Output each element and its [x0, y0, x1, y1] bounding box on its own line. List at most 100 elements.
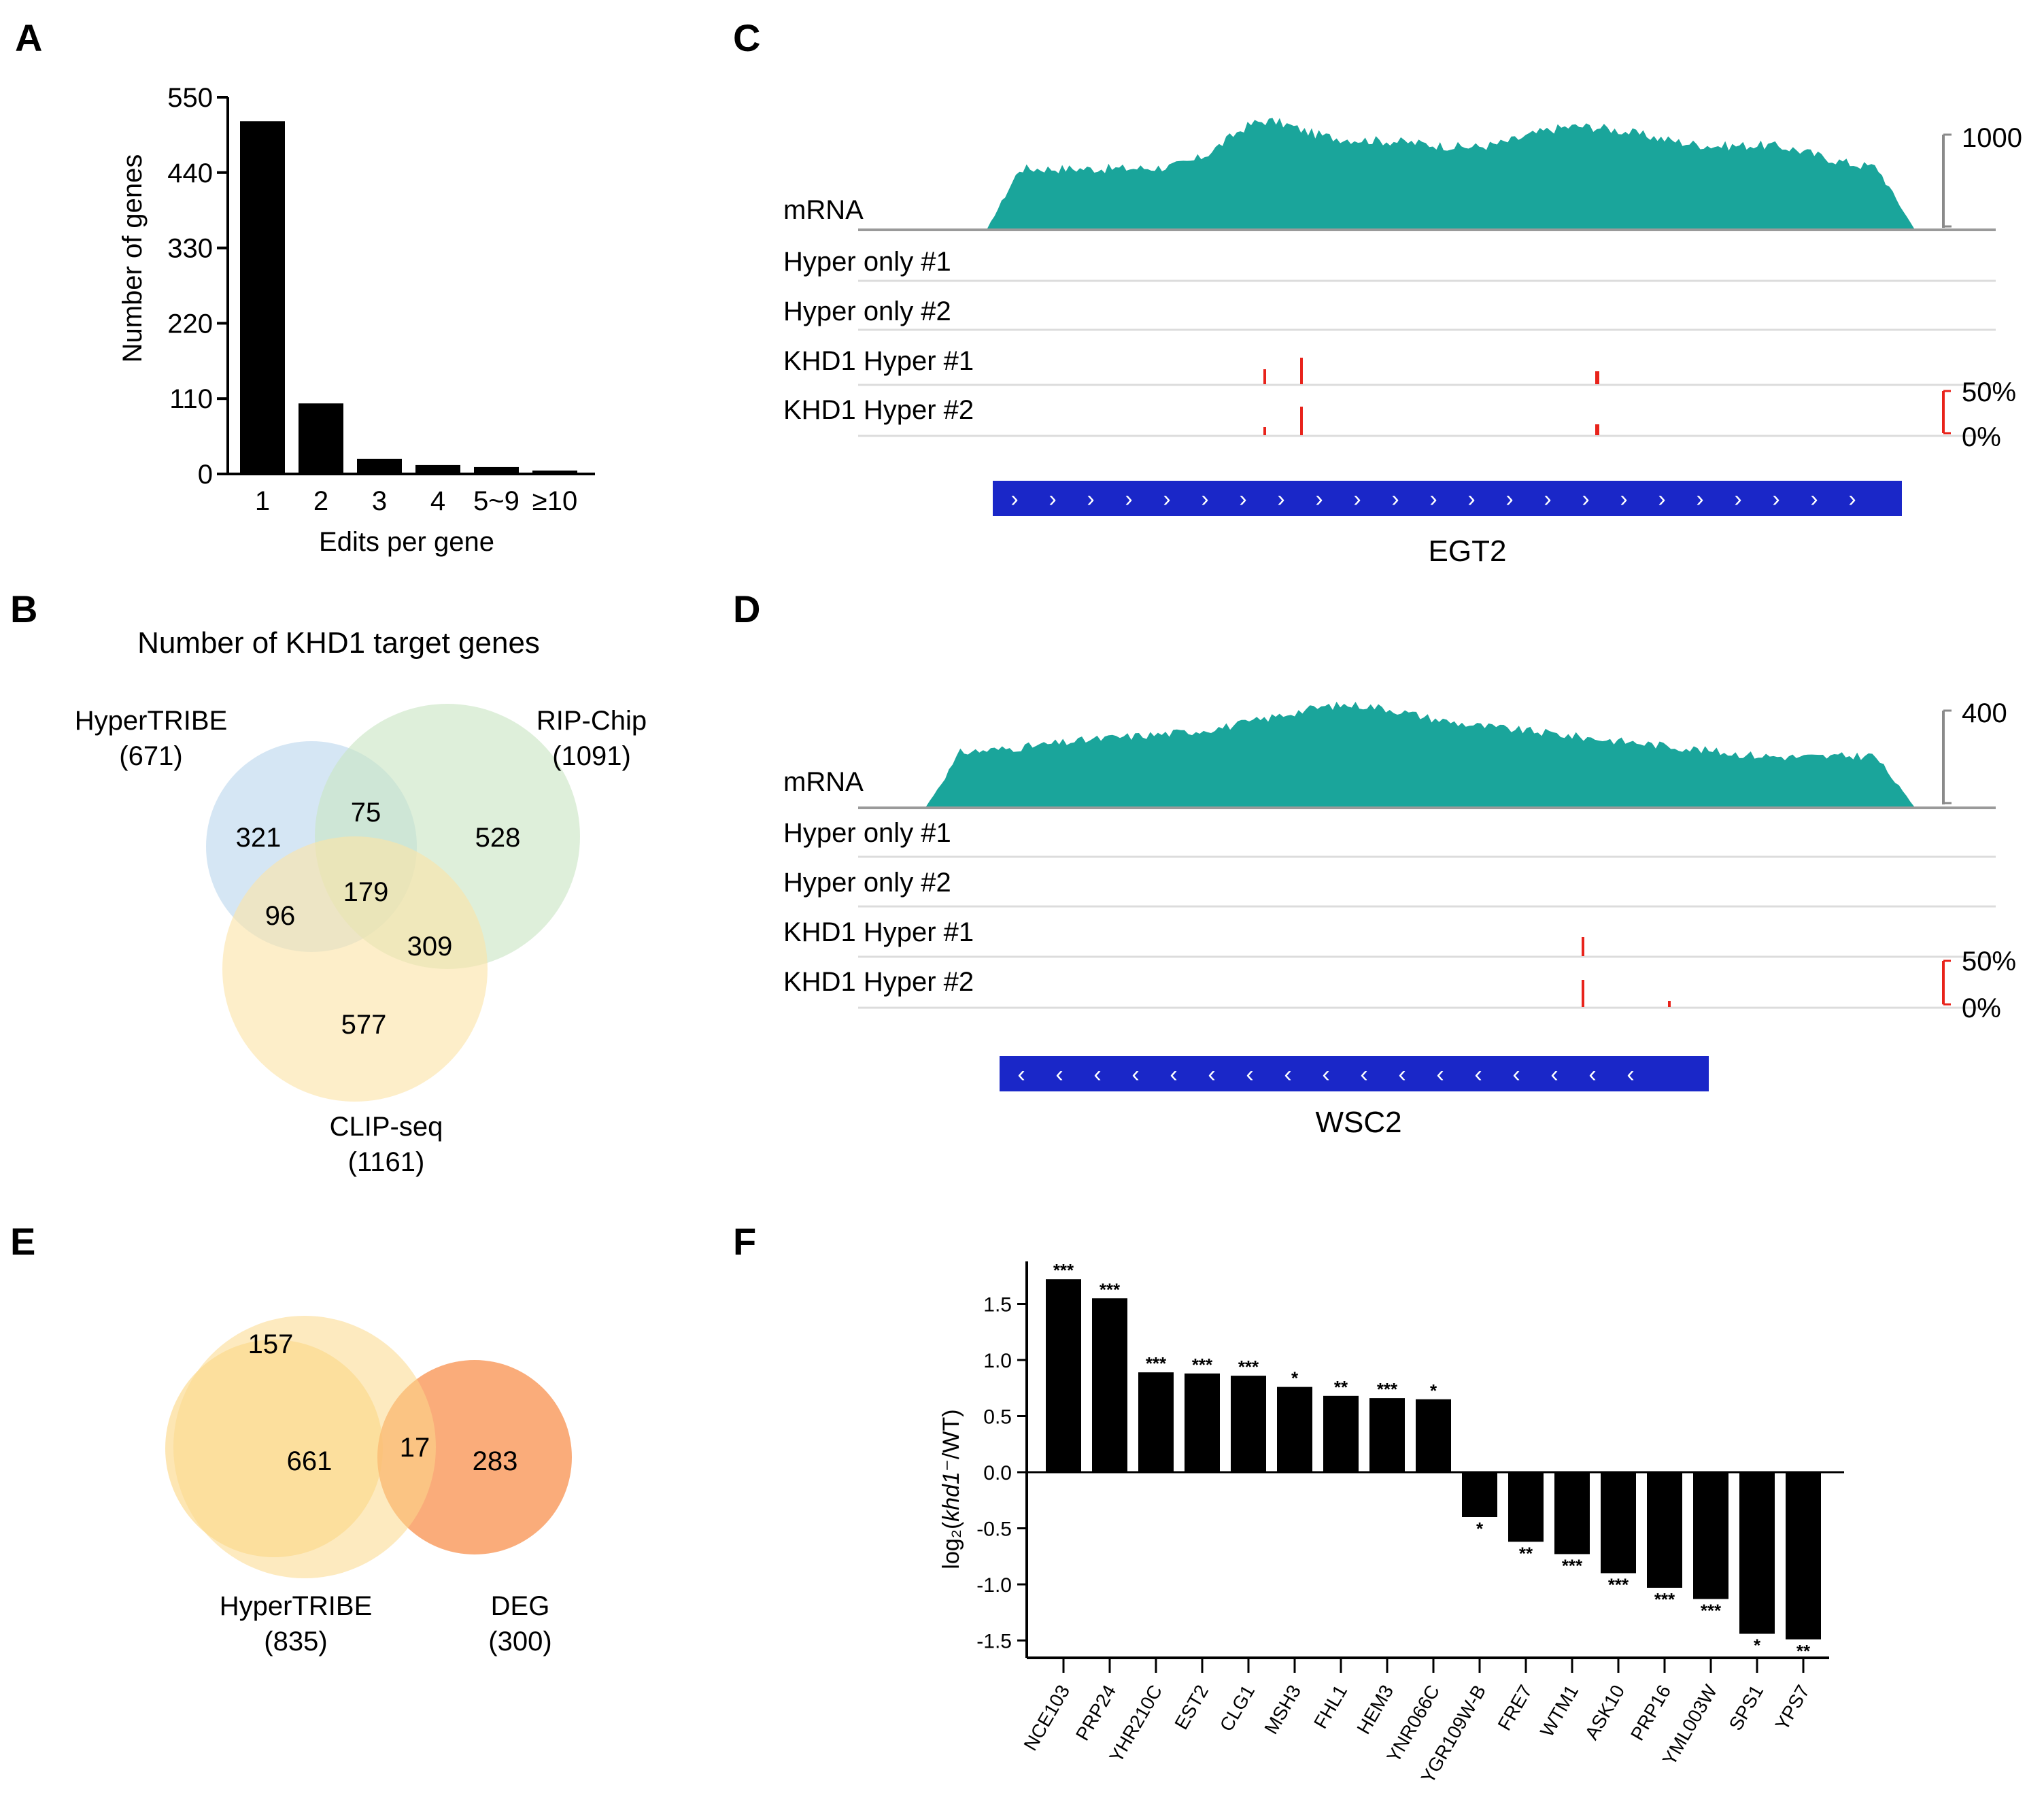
- strand-chevron-icon: ‹: [1246, 1061, 1253, 1087]
- panel-f-x-tick-label: CLG1: [1216, 1682, 1259, 1735]
- strand-chevron-icon: ›: [1620, 486, 1627, 512]
- panel-f-bar: [1462, 1472, 1497, 1517]
- venn-e-hypertribe-count: (835): [264, 1627, 327, 1656]
- panel-f-y-tick-label: 0.0: [983, 1462, 1012, 1484]
- panel-c-gene-model: [993, 481, 1902, 516]
- venn-b-ripchip-name: RIP-Chip: [536, 706, 647, 736]
- panel-f-chart: 1.51.00.50.0-0.5-1.0-1.5 ********* *** ***…: [938, 1260, 1844, 1787]
- panel-f-bar: [1508, 1472, 1544, 1542]
- panel-d-track-label-khd1-2: KHD1 Hyper #2: [783, 967, 974, 997]
- panel-d-tracks: 400 mRNA Hyper only #1 Hyper only #2 KHD…: [783, 698, 2016, 1139]
- venn-e-hypertribe-name: HyperTRIBE: [220, 1591, 373, 1621]
- venn-b-region-rc: 309: [407, 932, 453, 962]
- panel-f-bar: [1786, 1472, 1821, 1639]
- panel-d-scale-top: 400: [1962, 698, 2007, 728]
- panel-a-bar: [532, 470, 577, 474]
- strand-chevron-icon: ›: [1201, 486, 1208, 512]
- panel-f-significance: ***: [1701, 1600, 1722, 1620]
- strand-chevron-icon: ›: [1467, 486, 1475, 512]
- panel-a-x-tick-label: 3: [372, 486, 387, 516]
- panel-a-bar: [474, 466, 519, 474]
- panel-f-bar: [1601, 1472, 1636, 1574]
- panel-letter-a: A: [15, 16, 42, 59]
- panel-a-x-tick-label: 5~9: [473, 486, 519, 516]
- panel-a-y-tick-label: 220: [167, 309, 213, 339]
- panel-c-pct-top: 50%: [1962, 377, 2016, 407]
- panel-f-bar: [1647, 1472, 1682, 1588]
- venn-e-region-h-only: 157: [248, 1329, 294, 1359]
- edit-mark: [1595, 371, 1599, 384]
- panel-f-x-tick-label: MSH3: [1260, 1682, 1305, 1738]
- panel-f-x-tick-label: FRE7: [1494, 1682, 1537, 1734]
- panel-a-x-tick-label: 4: [430, 486, 445, 516]
- strand-chevron-icon: ‹: [1398, 1061, 1406, 1087]
- panel-f-bar: [1231, 1376, 1266, 1472]
- strand-chevron-icon: ›: [1848, 486, 1856, 512]
- panel-f-bar: [1092, 1298, 1127, 1472]
- panel-c-track-label-khd1-1: KHD1 Hyper #1: [783, 346, 974, 376]
- panel-f-significance: **: [1519, 1543, 1533, 1563]
- venn-b-region-h: 321: [236, 823, 282, 853]
- venn-b-region-hc: 96: [265, 901, 296, 931]
- panel-f-x-tick-label: WTM1: [1536, 1682, 1582, 1741]
- edit-mark: [1300, 358, 1303, 384]
- panel-letter-b: B: [10, 588, 37, 630]
- panel-f-y-tick-label: 1.0: [983, 1350, 1012, 1372]
- panel-c-pct-bottom: 0%: [1962, 422, 2001, 452]
- strand-chevron-icon: ›: [1658, 486, 1665, 512]
- panel-b-title: Number of KHD1 target genes: [137, 626, 540, 660]
- panel-a-y-tick-label: 330: [167, 234, 213, 264]
- venn-b-region-hrc: 179: [343, 877, 389, 907]
- venn-b-hypertribe-count: (671): [119, 741, 182, 771]
- panel-f-x-tick-label: PRP16: [1626, 1682, 1675, 1744]
- panel-f-x-tick-label: EST2: [1170, 1682, 1212, 1733]
- venn-b-ripchip-count: (1091): [552, 741, 631, 771]
- panel-f-significance: ***: [1562, 1555, 1583, 1576]
- venn-b-region-c: 577: [341, 1010, 387, 1040]
- strand-chevron-icon: ›: [1505, 486, 1513, 512]
- panel-f-bar: [1369, 1398, 1405, 1472]
- panel-a-x-tick-label: ≥10: [532, 486, 577, 516]
- venn-e-region-h-inner: 661: [287, 1446, 333, 1476]
- panel-c-strand-chevrons: › › › › › › › › › › › › › › › › › › › › › › ›: [1010, 486, 1856, 512]
- panel-f-bar: [1046, 1279, 1081, 1472]
- panel-a-bar: [357, 458, 402, 474]
- panel-f-x-tick-label: ASK10: [1581, 1682, 1629, 1744]
- panel-c-track-label-mrna: mRNA: [783, 195, 864, 225]
- strand-chevron-icon: ‹: [1588, 1061, 1596, 1087]
- strand-chevron-icon: ›: [1810, 486, 1818, 512]
- panel-a-x-label: Edits per gene: [319, 527, 494, 557]
- panel-f-x-tick-label: YPS7: [1771, 1682, 1814, 1735]
- panel-f-bar: [1693, 1472, 1728, 1599]
- edit-mark: [1582, 980, 1584, 1007]
- strand-chevron-icon: ›: [1049, 486, 1056, 512]
- edit-mark: [1263, 427, 1266, 435]
- strand-chevron-icon: ›: [1772, 486, 1779, 512]
- panel-b-venn: Number of KHD1 target genes HyperTRIBE (…: [75, 626, 647, 1177]
- venn-b-clipseq-circle: [222, 836, 488, 1102]
- panel-f-significance: ***: [1654, 1589, 1675, 1610]
- venn-e-deg-name: DEG: [491, 1591, 550, 1621]
- strand-chevron-icon: ‹: [1131, 1061, 1139, 1087]
- strand-chevron-icon: ‹: [1512, 1061, 1520, 1087]
- panel-f-bar: [1185, 1373, 1220, 1472]
- panel-e-venn: 157 661 17 283 HyperTRIBE (835) DEG (300…: [165, 1316, 572, 1656]
- strand-chevron-icon: ‹: [1284, 1061, 1291, 1087]
- panel-f-significance: ***: [1100, 1279, 1121, 1299]
- panel-letter-d: D: [733, 588, 760, 630]
- panel-f-y-label-gene: khd1: [938, 1472, 964, 1522]
- panel-f-y-label-suffix: ⁻/WT): [938, 1409, 964, 1472]
- edit-mark: [1263, 369, 1266, 384]
- panel-c-scale-top: 1000: [1962, 123, 2022, 153]
- strand-chevron-icon: ‹: [1436, 1061, 1444, 1087]
- panel-f-significance: ***: [1053, 1260, 1074, 1280]
- panel-a-x-tick-label: 2: [313, 486, 328, 516]
- edit-mark: [1668, 1001, 1671, 1007]
- panel-d-pct-bottom: 0%: [1962, 993, 2001, 1023]
- strand-chevron-icon: ›: [1734, 486, 1741, 512]
- panel-d-track-label-mrna: mRNA: [783, 767, 864, 797]
- panel-letter-f: F: [733, 1220, 756, 1263]
- panel-a-chart: 0 110 220 330 440 550 1 2 3 4 5~9 ≥10 Number of ge…: [118, 83, 595, 557]
- panel-f-bar: [1739, 1472, 1775, 1634]
- panel-d-edit-marks: [1582, 937, 1671, 1007]
